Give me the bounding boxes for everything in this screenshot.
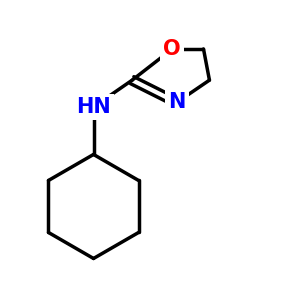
Text: HN: HN [76, 97, 111, 117]
Text: N: N [168, 92, 185, 112]
Text: O: O [164, 39, 181, 59]
